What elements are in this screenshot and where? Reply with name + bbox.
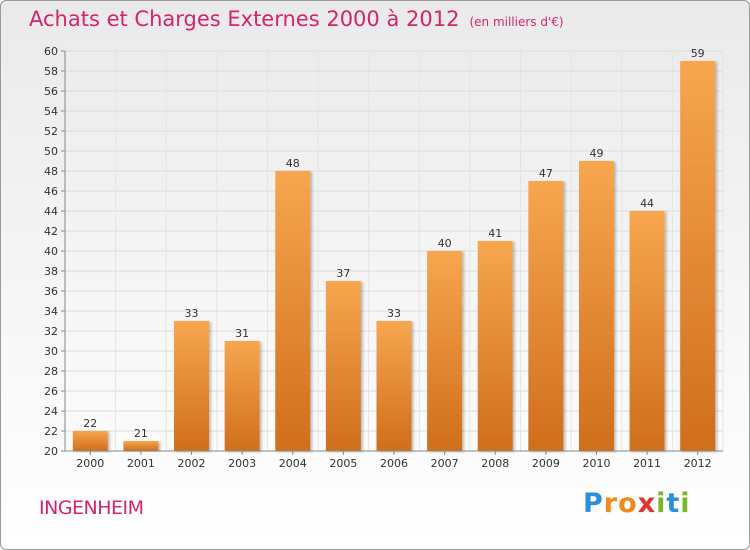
bar-2010 — [578, 161, 614, 451]
y-tick-label: 50 — [44, 145, 58, 158]
x-tick-label-2005: 2005 — [329, 457, 357, 470]
commune-name: INGENHEIM — [39, 497, 144, 519]
value-label-2005: 37 — [336, 267, 350, 280]
logo-letter: i — [680, 488, 691, 519]
bar-2002 — [174, 321, 210, 451]
y-tick-label: 38 — [44, 265, 58, 278]
value-label-2001: 21 — [134, 427, 148, 440]
y-tick-label: 26 — [44, 385, 58, 398]
x-tick-label-2006: 2006 — [380, 457, 408, 470]
value-label-2000: 22 — [83, 417, 97, 430]
value-label-2003: 31 — [235, 327, 249, 340]
y-tick-label: 20 — [44, 445, 58, 458]
bar-2007 — [427, 251, 463, 451]
x-tick-label-2001: 2001 — [127, 457, 155, 470]
chart-title-text: Achats et Charges Externes 2000 à 2012 — [29, 7, 460, 31]
x-tick-label-2009: 2009 — [532, 457, 560, 470]
bar-2009 — [528, 181, 564, 451]
y-tick-label: 24 — [44, 405, 58, 418]
y-tick-label: 46 — [44, 185, 58, 198]
x-tick-label-2011: 2011 — [633, 457, 661, 470]
bar-2012 — [680, 61, 716, 451]
value-label-2007: 40 — [438, 237, 452, 250]
x-tick-label-2003: 2003 — [228, 457, 256, 470]
bar-2003 — [224, 341, 260, 451]
y-tick-label: 52 — [44, 125, 58, 138]
y-tick-label: 30 — [44, 345, 58, 358]
bar-2006 — [376, 321, 412, 451]
y-axis: 20 22 24 26 28 30 32 34 36 38 40 42 44 46 48 50 52 54 56 58… — [44, 45, 66, 458]
bar-2011 — [629, 211, 665, 451]
y-tick-label: 42 — [44, 225, 58, 238]
x-tick-label-2012: 2012 — [684, 457, 712, 470]
value-label-2011: 44 — [640, 197, 654, 210]
logo-letter: r — [603, 488, 619, 519]
x-tick-label-2008: 2008 — [481, 457, 509, 470]
bar-2001 — [123, 441, 159, 451]
logo-letter: P — [583, 488, 604, 519]
proxiti-logo: Proxiti — [583, 488, 691, 519]
y-tick-label: 40 — [44, 245, 58, 258]
x-axis: 2000 2001 2002 2003 2004 2005 2006 2007 2008 2009… — [65, 450, 723, 470]
logo-letter: o — [618, 488, 638, 519]
y-tick-label: 22 — [44, 425, 58, 438]
y-tick-label: 34 — [44, 305, 58, 318]
y-tick-label: 58 — [44, 65, 58, 78]
x-tick-label-2002: 2002 — [178, 457, 206, 470]
logo-letter: t — [666, 488, 681, 519]
bars: 22 21 33 31 48 37 33 40 41 47 49 44 59 — [72, 47, 716, 451]
y-tick-label: 54 — [44, 105, 58, 118]
bar-2004 — [275, 171, 311, 451]
x-tick-label-2007: 2007 — [431, 457, 459, 470]
y-tick-label: 56 — [44, 85, 58, 98]
value-label-2004: 48 — [286, 157, 300, 170]
y-tick-label: 36 — [44, 285, 58, 298]
x-tick-label-2010: 2010 — [582, 457, 610, 470]
x-tick-label-2004: 2004 — [279, 457, 307, 470]
y-tick-label: 60 — [44, 45, 58, 58]
chart-title: Achats et Charges Externes 2000 à 2012 (e… — [29, 7, 564, 31]
value-label-2006: 33 — [387, 307, 401, 320]
chart-unit: (en milliers d'€) — [469, 15, 564, 29]
bar-2005 — [325, 281, 361, 451]
y-tick-label: 48 — [44, 165, 58, 178]
x-tick-label-2000: 2000 — [76, 457, 104, 470]
y-tick-label: 28 — [44, 365, 58, 378]
value-label-2012: 59 — [691, 47, 705, 60]
logo-letter: i — [656, 488, 667, 519]
value-label-2008: 41 — [488, 227, 502, 240]
logo-letter: x — [637, 488, 657, 519]
y-tick-label: 32 — [44, 325, 58, 338]
value-label-2010: 49 — [589, 147, 603, 160]
value-label-2002: 33 — [185, 307, 199, 320]
value-label-2009: 47 — [539, 167, 553, 180]
bar-2000 — [72, 431, 108, 451]
y-tick-label: 44 — [44, 205, 58, 218]
bar-2008 — [477, 241, 513, 451]
